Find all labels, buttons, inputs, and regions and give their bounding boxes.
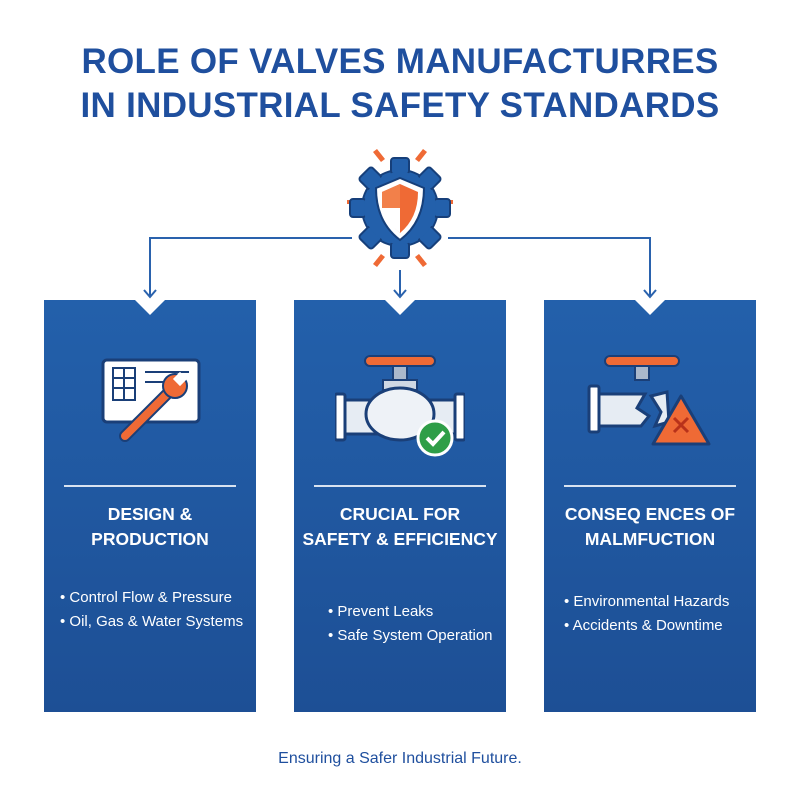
bullet-list: Prevent Leaks Safe System Operation xyxy=(328,600,502,648)
title-line-1: ROLE OF VALVES MANUFACTURRES xyxy=(81,42,719,81)
connector-lines xyxy=(143,237,657,299)
divider xyxy=(64,485,236,487)
panel-notch xyxy=(634,299,666,315)
panel-design-production: DESIGN &PRODUCTION Control Flow & Pressu… xyxy=(44,299,256,712)
panel-title: CRUCIAL FOR SAFETY & EFFICIENCY xyxy=(302,504,498,549)
bullet-item: Prevent Leaks xyxy=(328,600,502,624)
bullet-item: Oil, Gas & Water Systems xyxy=(60,610,252,634)
title-line-2: IN INDUSTRIAL SAFETY STANDARDS xyxy=(80,86,720,125)
footer-tagline: Ensuring a Safer Industrial Future. xyxy=(278,750,522,767)
bullet-item: Environmental Hazards xyxy=(564,590,752,614)
valve-check-icon xyxy=(335,355,465,457)
bullet-list: Control Flow & Pressure Oil, Gas & Water… xyxy=(60,586,252,634)
panel-title: DESIGN & PRODUCTION xyxy=(91,504,209,549)
divider xyxy=(314,485,486,487)
bullet-item: Control Flow & Pressure xyxy=(60,586,252,610)
bullet-item: Accidents & Downtime xyxy=(564,614,752,638)
bullet-list: Environmental Hazards Accidents & Downti… xyxy=(564,590,752,638)
panel-title: CONSEQ ENCES OF MALMFUCTION xyxy=(564,504,736,549)
panel-notch xyxy=(134,299,166,315)
panel-notch xyxy=(384,299,416,315)
blueprint-wrench-icon xyxy=(101,358,201,442)
bullet-item: Safe System Operation xyxy=(328,624,502,648)
gear-shield-icon xyxy=(347,149,453,267)
broken-valve-warning-icon xyxy=(587,355,711,446)
divider xyxy=(564,485,736,487)
